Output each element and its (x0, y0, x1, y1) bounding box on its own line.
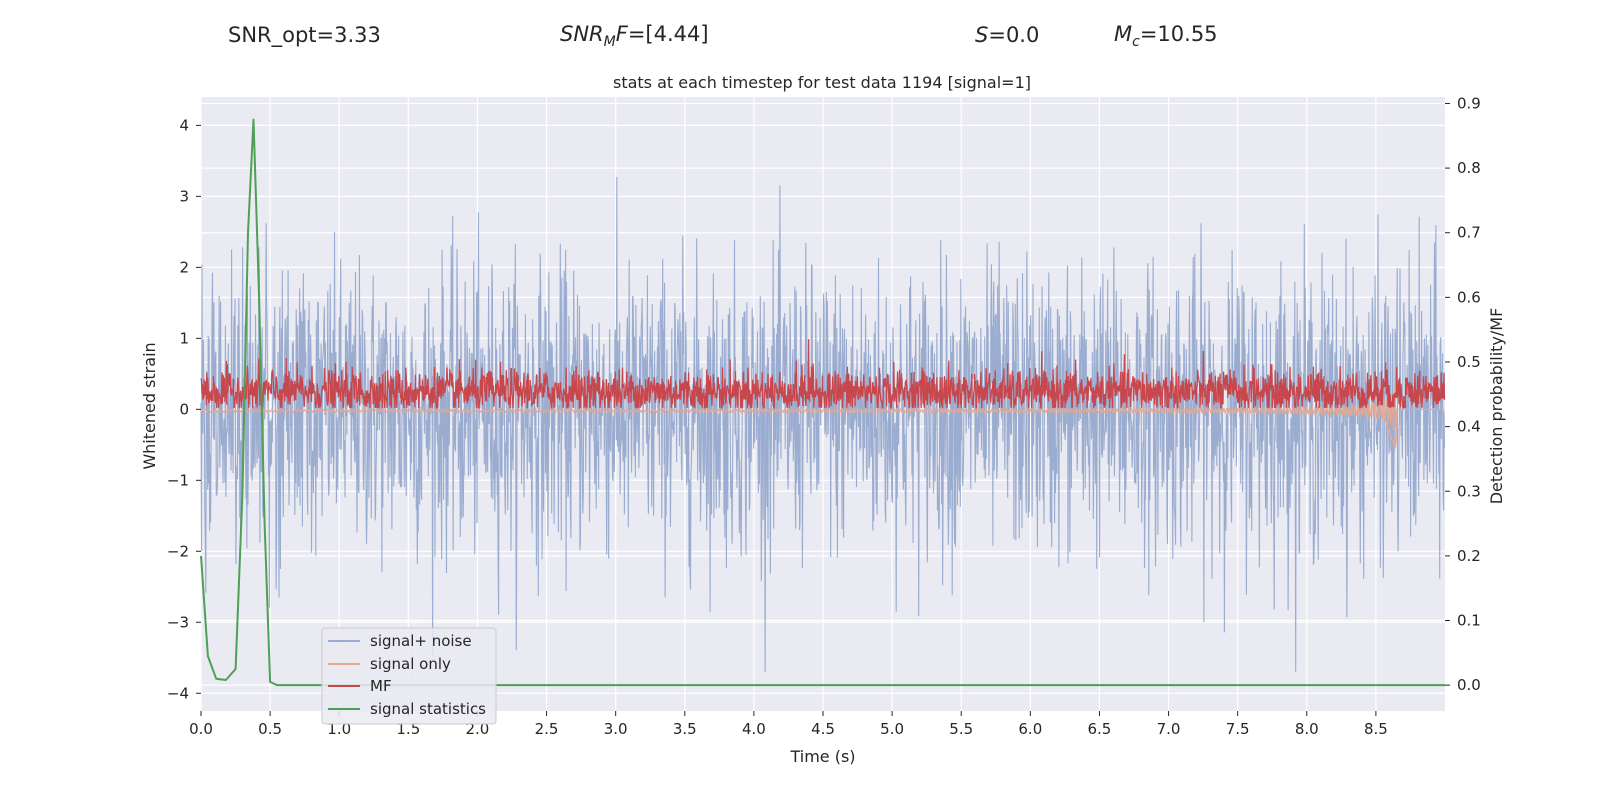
y-right-tick-label: 0.5 (1457, 353, 1481, 371)
y-axis-label: Whitened strain (140, 342, 159, 469)
x-tick-label: 5.5 (949, 720, 973, 738)
y-right-tick-label: 0.9 (1457, 94, 1481, 112)
x-tick-label: 2.5 (535, 720, 559, 738)
line-mf (200, 339, 1446, 409)
legend: signal+ noise signal only MF signal stat… (321, 627, 497, 725)
mc-symbol: M (1114, 22, 1132, 46)
y-tick-label: −2 (167, 542, 189, 560)
y-tick-label: 2 (179, 258, 189, 276)
legend-label-signal-only: signal only (370, 655, 451, 673)
snr-mf-main: SNR (560, 22, 604, 46)
y-right-axis-ticks: 0.9 0.8 0.7 0.6 0.5 0.4 0.3 0.2 0.1 0.0 (1445, 94, 1481, 694)
y-tick-label: 4 (179, 116, 189, 134)
s-symbol: S (975, 23, 988, 47)
y-right-axis-label: Detection probability/MF (1487, 308, 1506, 505)
legend-label-signal-noise: signal+ noise (370, 632, 472, 650)
series-signal-statistics (200, 118, 1445, 687)
s-value: =0.0 (988, 23, 1039, 47)
x-tick-label: 3.0 (604, 720, 628, 738)
y-right-tick-label: 0.3 (1457, 482, 1481, 500)
y-tick-label: −1 (167, 471, 189, 489)
line-signal-statistics (200, 118, 1445, 687)
x-tick-label: 4.5 (811, 720, 835, 738)
x-tick-label: 8.0 (1295, 720, 1319, 738)
legend-label-mf: MF (370, 677, 392, 695)
x-tick-label: 3.5 (673, 720, 697, 738)
mc-stat-label: Mc=10.55 (1114, 22, 1218, 50)
y-right-tick-label: 0.4 (1457, 418, 1481, 436)
y-right-tick-label: 0.1 (1457, 612, 1481, 630)
series-mf (200, 339, 1446, 409)
y-right-tick-label: 0.6 (1457, 288, 1481, 306)
legend-box (321, 627, 497, 725)
y-right-tick-label: 0.7 (1457, 224, 1481, 242)
x-tick-label: 6.5 (1088, 720, 1112, 738)
x-axis-label: Time (s) (789, 747, 855, 766)
y-tick-label: 1 (179, 329, 189, 347)
y-right-tick-label: 0.2 (1457, 547, 1481, 565)
y-tick-label: 3 (179, 187, 189, 205)
y-tick-label: −4 (167, 684, 189, 702)
x-tick-label: 4.0 (742, 720, 766, 738)
snr-mf-tail: F (616, 22, 629, 46)
x-tick-label: 8.5 (1364, 720, 1388, 738)
y-right-tick-label: 0.8 (1457, 159, 1481, 177)
chart-title: stats at each timestep for test data 119… (613, 73, 1031, 92)
x-tick-label: 7.0 (1157, 720, 1181, 738)
line-signal-only (200, 386, 1445, 444)
legend-label-signal-statistics: signal statistics (370, 700, 486, 718)
snr-mf-sub: M (604, 34, 616, 50)
y-tick-label: 0 (179, 400, 189, 418)
x-tick-label: 0.0 (189, 720, 213, 738)
y-right-tick-label: 0.0 (1457, 676, 1481, 694)
snr-mf-value: =[4.44] (628, 22, 709, 46)
y-axis-ticks: 4 3 2 1 0 −1 −2 −3 −4 (167, 116, 201, 702)
y-tick-label: −3 (167, 613, 189, 631)
snr-opt-label: SNR_opt=3.33 (228, 23, 381, 48)
x-tick-label: 5.0 (880, 720, 904, 738)
x-axis-ticks: 0.0 0.5 1.0 1.5 2.0 2.5 3.0 3.5 4.0 4.5 5.0 5.5 6.0 6… (189, 711, 1388, 738)
x-tick-label: 0.5 (258, 720, 282, 738)
x-tick-label: 7.5 (1226, 720, 1250, 738)
series-signal-only (200, 386, 1445, 449)
mc-value: =10.55 (1140, 22, 1218, 46)
x-tick-label: 6.0 (1018, 720, 1042, 738)
signal-merger (1382, 412, 1398, 449)
s-stat-label: S=0.0 (975, 23, 1039, 47)
mc-sub: c (1132, 34, 1140, 50)
snr-mf-label: SNRMF=[4.44] (560, 22, 709, 50)
